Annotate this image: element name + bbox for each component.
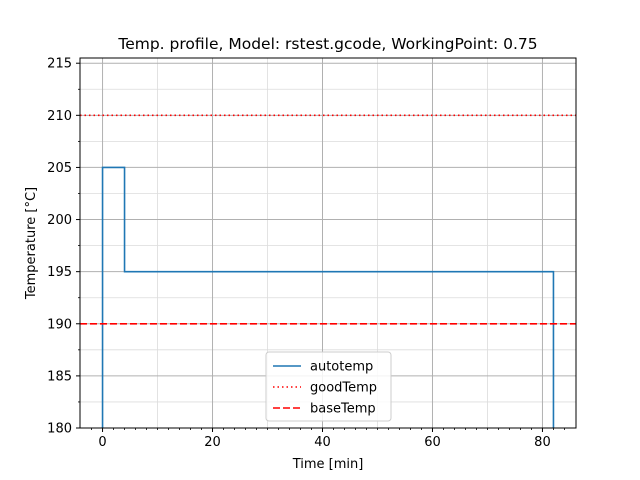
- y-axis-label: Temperature [°C]: [24, 187, 39, 300]
- legend-label-autotemp: autotemp: [310, 360, 373, 375]
- x-axis: 0 20 40 60 80: [91, 428, 565, 450]
- legend-box: [265, 351, 392, 422]
- y-axis: 180 185 190 195 200 205 210 215: [47, 57, 80, 437]
- x-tick-label: 40: [314, 435, 331, 450]
- x-tick-label: 0: [98, 435, 106, 450]
- series-layer: [80, 114, 576, 428]
- y-tick-label: 205: [47, 161, 72, 176]
- x-tick-label: 60: [424, 435, 441, 450]
- y-tick-label: 185: [47, 369, 72, 384]
- y-tick-label: 210: [47, 109, 72, 124]
- legend-label-baseTemp: baseTemp: [310, 402, 376, 417]
- legend-entries: autotemp goodTemp baseTemp: [273, 360, 377, 417]
- legend-label-goodTemp: goodTemp: [310, 381, 377, 396]
- chart-title: Temp. profile, Model: rstest.gcode, Work…: [117, 35, 537, 53]
- x-axis-label: Time [min]: [292, 457, 364, 472]
- axes-frame: [79, 57, 577, 429]
- plot-area: [80, 114, 576, 428]
- y-tick-label: 190: [47, 317, 72, 332]
- autotemp-line: [101, 166, 555, 428]
- y-tick-label: 215: [47, 57, 72, 72]
- y-tick-label: 180: [47, 422, 72, 437]
- legend: autotemp goodTemp baseTemp: [265, 351, 392, 422]
- x-tick-label: 20: [204, 435, 221, 450]
- y-tick-label: 195: [47, 265, 72, 280]
- x-tick-label: 80: [534, 435, 551, 450]
- y-tick-label: 200: [47, 213, 72, 228]
- minor-grid: [80, 58, 576, 428]
